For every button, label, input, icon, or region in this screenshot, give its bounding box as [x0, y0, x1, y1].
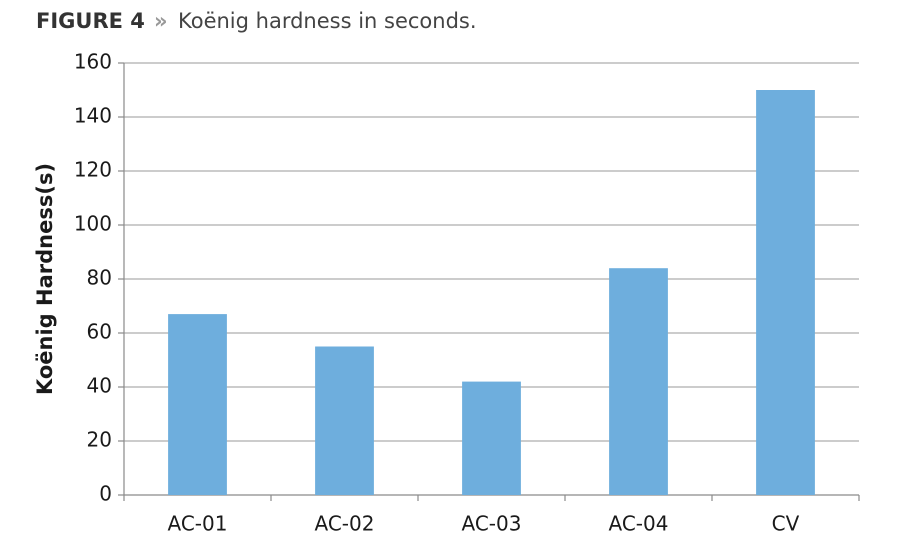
y-axis-label: Koënig Hardness(s) — [33, 163, 57, 395]
x-tick-label: AC-03 — [462, 512, 522, 536]
x-tick-label: AC-02 — [315, 512, 375, 536]
y-tick-label: 40 — [87, 374, 112, 398]
y-tick-label: 80 — [87, 266, 112, 290]
x-tick-label: CV — [772, 512, 800, 536]
y-tick-label: 160 — [74, 50, 112, 74]
y-tick-label: 60 — [87, 320, 112, 344]
chart-title: Koënig hardness in seconds. — [178, 9, 477, 33]
y-tick-label: 20 — [87, 428, 112, 452]
x-tick-label: AC-04 — [609, 512, 669, 536]
bar — [756, 90, 815, 495]
y-tick-label: 140 — [74, 104, 112, 128]
y-tick-label: 100 — [74, 212, 112, 236]
y-tick-label: 120 — [74, 158, 112, 182]
x-tick-label: AC-01 — [168, 512, 228, 536]
bar — [609, 268, 668, 495]
figure-label: FIGURE 4 — [36, 9, 145, 33]
title-separator: » — [154, 9, 168, 33]
bar — [315, 346, 374, 495]
bar — [462, 381, 521, 495]
bar — [168, 314, 227, 495]
y-tick-label: 0 — [99, 482, 112, 506]
